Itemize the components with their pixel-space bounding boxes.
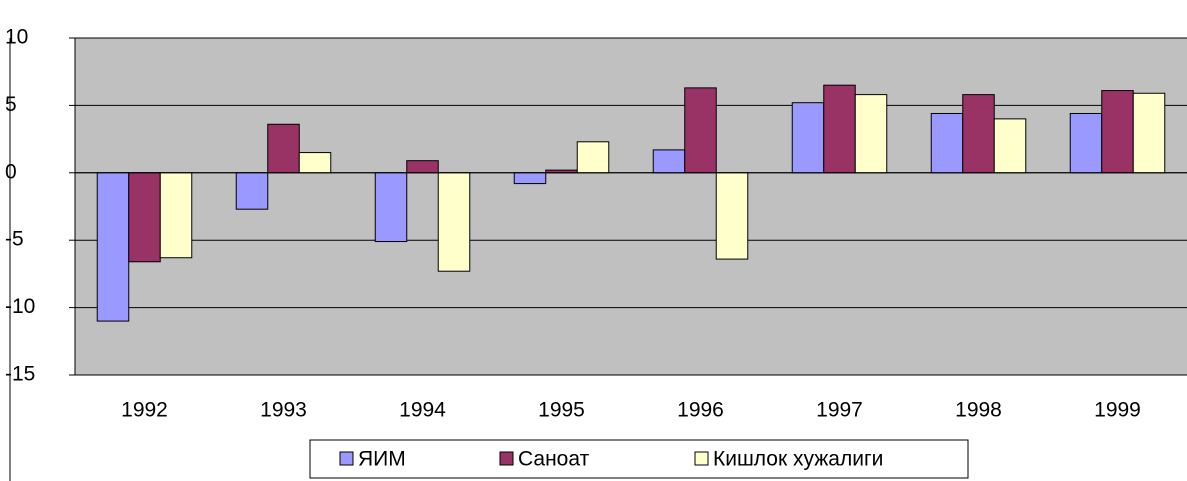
bar	[159, 172, 193, 259]
x-tick-label: 1998	[955, 399, 1002, 422]
y-tick-label: 0	[5, 160, 17, 183]
x-tick-label: 1999	[1094, 399, 1141, 422]
bar	[1132, 92, 1166, 174]
y-tick-label: -10	[5, 295, 35, 318]
bar	[576, 141, 610, 174]
legend-label: Кишлок хужалиги	[713, 448, 883, 471]
bar	[993, 118, 1027, 174]
legend-swatch	[694, 451, 709, 466]
bar	[298, 152, 332, 174]
y-tick-label: -15	[5, 363, 35, 386]
bar	[437, 172, 471, 272]
x-tick-label: 1995	[538, 399, 585, 422]
y-tick-label: 10	[5, 26, 28, 49]
bar	[267, 123, 300, 174]
x-tick-label: 1993	[260, 399, 307, 422]
x-tick-label: 1994	[399, 399, 446, 422]
y-tick-label: 5	[5, 93, 17, 116]
bar	[1069, 112, 1103, 174]
legend-label: ЯИМ	[358, 448, 406, 471]
bar	[823, 84, 856, 174]
bar	[962, 94, 995, 174]
y-tick-label: -5	[5, 228, 24, 251]
bar	[406, 160, 439, 174]
x-tick-label: 1997	[816, 399, 863, 422]
legend-label: Саноат	[518, 448, 590, 471]
bar	[128, 172, 161, 263]
legend-swatch	[339, 451, 354, 466]
legend-box	[309, 439, 969, 479]
bar	[652, 149, 686, 174]
bar	[684, 87, 717, 174]
bar	[715, 172, 749, 260]
bar	[930, 112, 964, 174]
bar	[1101, 90, 1134, 174]
x-tick-label: 1992	[121, 399, 168, 422]
bar	[513, 172, 547, 185]
bar	[791, 102, 825, 174]
bar	[235, 172, 269, 210]
legend-swatch	[499, 451, 514, 466]
bar	[374, 172, 408, 243]
bar	[854, 94, 888, 174]
x-tick-label: 1996	[677, 399, 724, 422]
bar	[96, 172, 130, 322]
